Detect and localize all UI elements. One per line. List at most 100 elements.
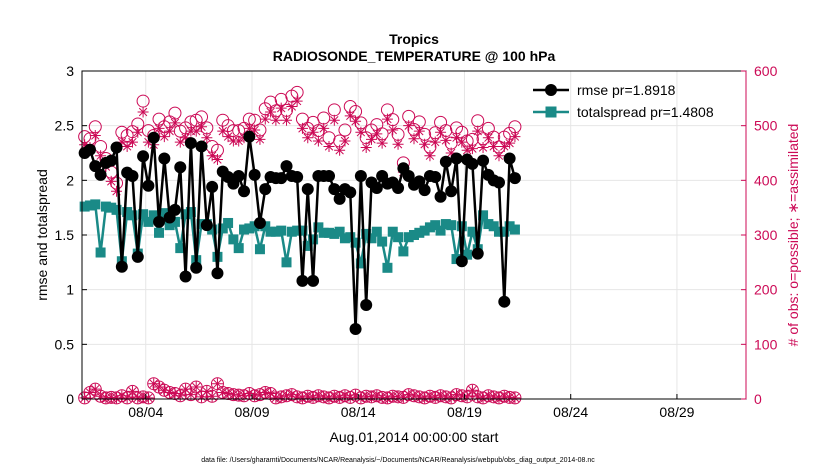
obs-assimilated-low-marker	[180, 383, 192, 395]
obs-assimilated-low-marker	[137, 391, 149, 403]
obs-assimilated-low-marker	[291, 391, 303, 403]
obs-assimilated-marker	[270, 114, 282, 126]
rmse-marker	[142, 179, 155, 192]
obs-assimilated-marker	[366, 133, 378, 145]
obs-possible-low-marker	[354, 391, 368, 405]
totalspread-marker	[286, 226, 297, 237]
obs-assimilated-marker	[312, 135, 324, 147]
obs-assimilated-marker	[132, 126, 144, 138]
y-tick-label-left: 1	[66, 282, 74, 298]
obs-assimilated-low-marker	[174, 390, 186, 402]
rmse-marker	[296, 274, 309, 287]
totalspread-marker	[100, 201, 111, 212]
obs-assimilated-low-marker	[190, 381, 202, 393]
obs-possible-low-marker	[465, 383, 479, 397]
obs-assimilated-marker	[408, 133, 420, 145]
x-tick-label: 08/24	[553, 404, 588, 420]
obs-assimilated-marker	[440, 134, 452, 146]
obs-assimilated-marker	[142, 136, 154, 148]
rmse-marker	[115, 260, 128, 273]
obs-assimilated-marker	[281, 114, 293, 126]
obs-assimilated-marker	[222, 131, 234, 143]
x-tick-label: 08/29	[659, 404, 694, 420]
obs-assimilated-marker	[403, 120, 415, 132]
obs-assimilated-marker	[211, 154, 223, 166]
obs-assimilated-low-marker	[312, 390, 324, 402]
obs-assimilated-marker	[424, 150, 436, 162]
y-tick-label-left: 3	[66, 63, 74, 79]
legend-spread-label: totalspread pr=1.4808	[577, 104, 714, 120]
rmse-marker	[232, 169, 245, 182]
totalspread-marker	[185, 207, 196, 218]
obs-assimilated-marker	[233, 135, 245, 147]
x-tick-label: 08/19	[447, 404, 482, 420]
obs-assimilated-low-marker	[461, 391, 473, 403]
rmse-marker	[301, 183, 314, 196]
obs-assimilated-low-marker	[105, 391, 117, 403]
obs-assimilated-low-marker	[201, 385, 213, 397]
rmse-marker	[354, 169, 367, 182]
rmse-marker	[200, 219, 213, 232]
totalspread-marker	[84, 200, 95, 211]
totalspread-marker	[239, 224, 250, 235]
rmse-marker	[147, 131, 160, 144]
totalspread-marker	[244, 223, 255, 234]
rmse-marker	[195, 140, 208, 153]
obs-assimilated-low-marker	[477, 392, 489, 404]
obs-assimilated-low-marker	[169, 388, 181, 400]
metric-series	[78, 130, 521, 336]
obs-assimilated-marker	[339, 135, 351, 147]
rmse-marker	[211, 267, 224, 280]
rmse-marker	[344, 186, 357, 199]
obs-assimilated-low-marker	[435, 390, 447, 402]
obs-assimilated-low-marker	[227, 389, 239, 401]
obs-assimilated-low-marker	[286, 389, 298, 401]
obs-assimilated-marker	[387, 124, 399, 136]
rmse-marker	[94, 168, 107, 181]
totalspread-marker	[217, 223, 228, 234]
totalspread-marker	[169, 216, 180, 227]
obs-assimilated-marker	[419, 138, 431, 150]
totalspread-marker	[292, 225, 303, 236]
totalspread-marker	[398, 246, 409, 257]
totalspread-marker	[382, 262, 393, 273]
totalspread-marker	[329, 228, 340, 239]
totalspread-marker	[223, 217, 234, 228]
rmse-marker	[508, 172, 521, 185]
y-tick-label-left: 0.5	[55, 336, 75, 352]
rmse-marker	[275, 172, 288, 185]
obs-assimilated-low-marker	[424, 390, 436, 402]
totalspread-marker	[339, 233, 350, 244]
legend-rmse-label: rmse pr=1.8918	[577, 82, 676, 98]
obs-assimilated-marker	[243, 122, 255, 134]
obs-assimilated-marker	[461, 144, 473, 156]
obs-assimilated-low-marker	[472, 391, 484, 403]
totalspread-marker	[313, 222, 324, 233]
obs-assimilated-marker	[302, 132, 314, 144]
totalspread-marker	[148, 210, 159, 221]
totalspread-marker	[324, 227, 335, 238]
obs-assimilated-low-marker	[89, 383, 101, 395]
obs-assimilated-low-marker	[217, 386, 229, 398]
totalspread-marker	[138, 209, 149, 220]
obs-assimilated-marker	[371, 128, 383, 140]
y-tick-label-right: 0	[754, 391, 762, 407]
totalspread-marker	[345, 232, 356, 243]
totalspread-marker	[159, 208, 170, 219]
totalspread-marker	[377, 236, 388, 247]
obs-assimilated-marker	[153, 122, 165, 134]
obs-assimilated-low-marker	[355, 392, 367, 404]
y-tick-label-right: 500	[754, 118, 778, 134]
totalspread-marker	[154, 227, 165, 238]
obs-assimilated-low-marker	[196, 391, 208, 403]
obs-assimilated-low-marker	[493, 392, 505, 404]
obs-assimilated-marker	[498, 140, 510, 152]
chart-title: Tropics	[389, 31, 439, 47]
totalspread-marker	[424, 222, 435, 233]
rmse-marker	[418, 184, 431, 197]
totalspread-marker	[318, 227, 329, 238]
obs-assimilated-marker	[472, 125, 484, 137]
rmse-marker	[455, 255, 468, 268]
totalspread-marker	[371, 226, 382, 237]
